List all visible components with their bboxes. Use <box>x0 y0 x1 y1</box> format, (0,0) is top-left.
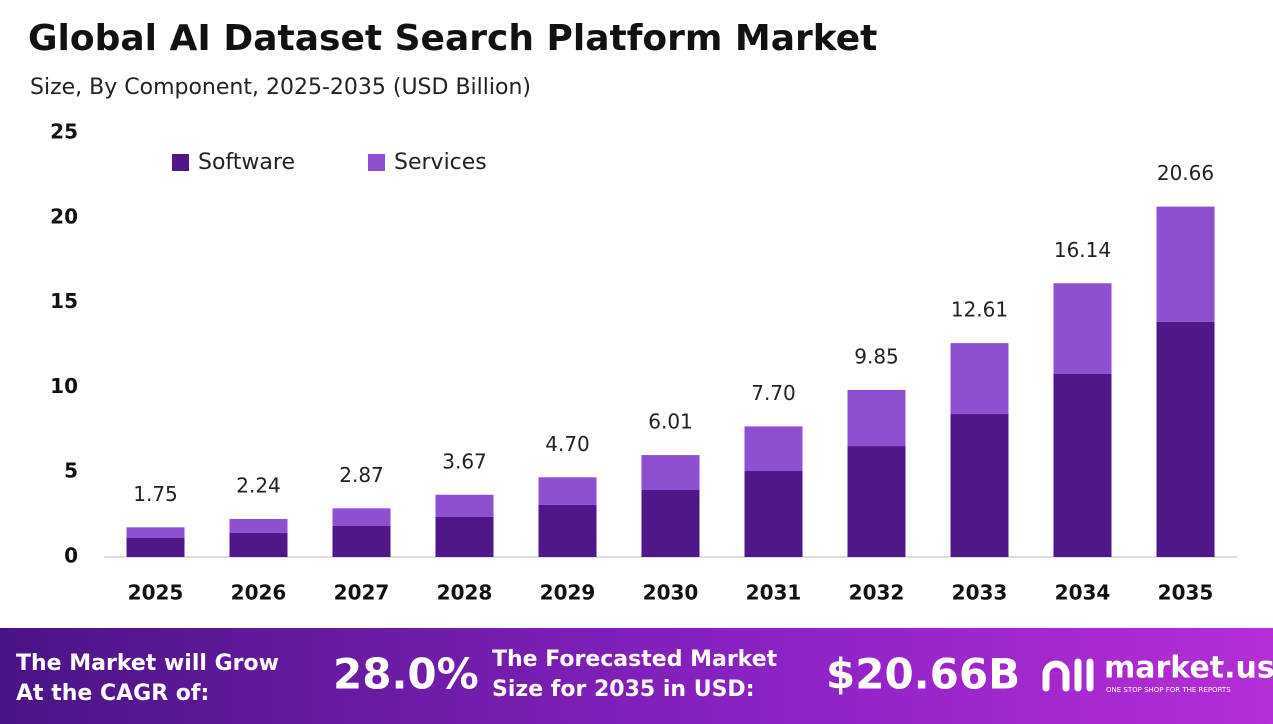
x-tick-label: 2029 <box>540 581 596 605</box>
x-tick-label: 2027 <box>334 581 390 605</box>
bar-segment <box>641 490 700 557</box>
bar-segment <box>538 477 597 505</box>
banner-cagr: 28.0% <box>333 650 479 699</box>
y-tick-label: 0 <box>64 544 78 568</box>
logo-tagline: ONE STOP SHOP FOR THE REPORTS <box>1106 686 1231 694</box>
bar-segment <box>1156 321 1215 557</box>
total-label: 20.66 <box>1157 161 1214 185</box>
y-tick-label: 5 <box>64 459 78 483</box>
bar-segment <box>641 455 700 491</box>
banner-text: The Market will Grow <box>16 651 279 676</box>
bar-segment <box>538 504 597 557</box>
logo-text: market.us <box>1104 651 1273 686</box>
x-tick-label: 2026 <box>231 581 287 605</box>
bar-segment <box>950 343 1009 415</box>
banner-text: Size for 2035 in USD: <box>492 677 755 702</box>
bar-segment <box>950 414 1009 557</box>
banner-text: The Forecasted Market <box>492 647 778 672</box>
total-label: 6.01 <box>648 410 693 434</box>
total-label: 12.61 <box>951 298 1008 322</box>
bar-segment <box>744 471 803 557</box>
legend-swatch <box>368 154 385 171</box>
chart-subtitle: Size, By Component, 2025-2035 (USD Billi… <box>30 75 531 100</box>
bar-segment <box>332 525 391 557</box>
bar-segment <box>1156 206 1215 322</box>
x-tick-label: 2030 <box>643 581 699 605</box>
x-tick-label: 2033 <box>952 581 1008 605</box>
bar-segment <box>435 494 494 517</box>
total-label: 1.75 <box>133 482 178 506</box>
bar-segment <box>126 527 185 539</box>
x-tick-label: 2031 <box>746 581 802 605</box>
bar-segment <box>229 519 288 533</box>
bar-segment <box>332 508 391 526</box>
bar-segment <box>126 538 185 557</box>
x-tick-label: 2028 <box>437 581 493 605</box>
total-label: 7.70 <box>751 381 796 405</box>
y-tick-label: 20 <box>50 204 78 228</box>
total-label: 2.24 <box>236 474 281 498</box>
banner-text: At the CAGR of: <box>16 681 209 706</box>
legend-swatch <box>172 154 189 171</box>
legend-label: Software <box>198 150 295 175</box>
x-tick-label: 2032 <box>849 581 905 605</box>
bar-segment <box>847 389 906 447</box>
total-label: 9.85 <box>854 344 899 368</box>
total-label: 4.70 <box>545 432 590 456</box>
bar-segment <box>435 516 494 557</box>
y-tick-label: 15 <box>50 289 78 313</box>
chart-title: Global AI Dataset Search Platform Market <box>28 18 877 59</box>
total-label: 3.67 <box>442 449 487 473</box>
banner-forecast: $20.66B <box>826 650 1020 699</box>
total-label: 16.14 <box>1054 238 1111 262</box>
x-tick-label: 2034 <box>1055 581 1111 605</box>
x-tick-label: 2025 <box>128 581 184 605</box>
y-tick-label: 10 <box>50 374 78 398</box>
bar-segment <box>847 446 906 557</box>
logo-icon <box>1042 658 1094 692</box>
bar-segment <box>744 426 803 472</box>
y-tick-label: 25 <box>50 120 78 144</box>
total-label: 2.87 <box>339 463 384 487</box>
legend-label: Services <box>394 150 487 175</box>
bar-segment <box>229 532 288 557</box>
bar-segment <box>1053 374 1112 557</box>
x-tick-label: 2035 <box>1158 581 1214 605</box>
banner <box>0 628 1273 724</box>
bar-segment <box>1053 283 1112 375</box>
